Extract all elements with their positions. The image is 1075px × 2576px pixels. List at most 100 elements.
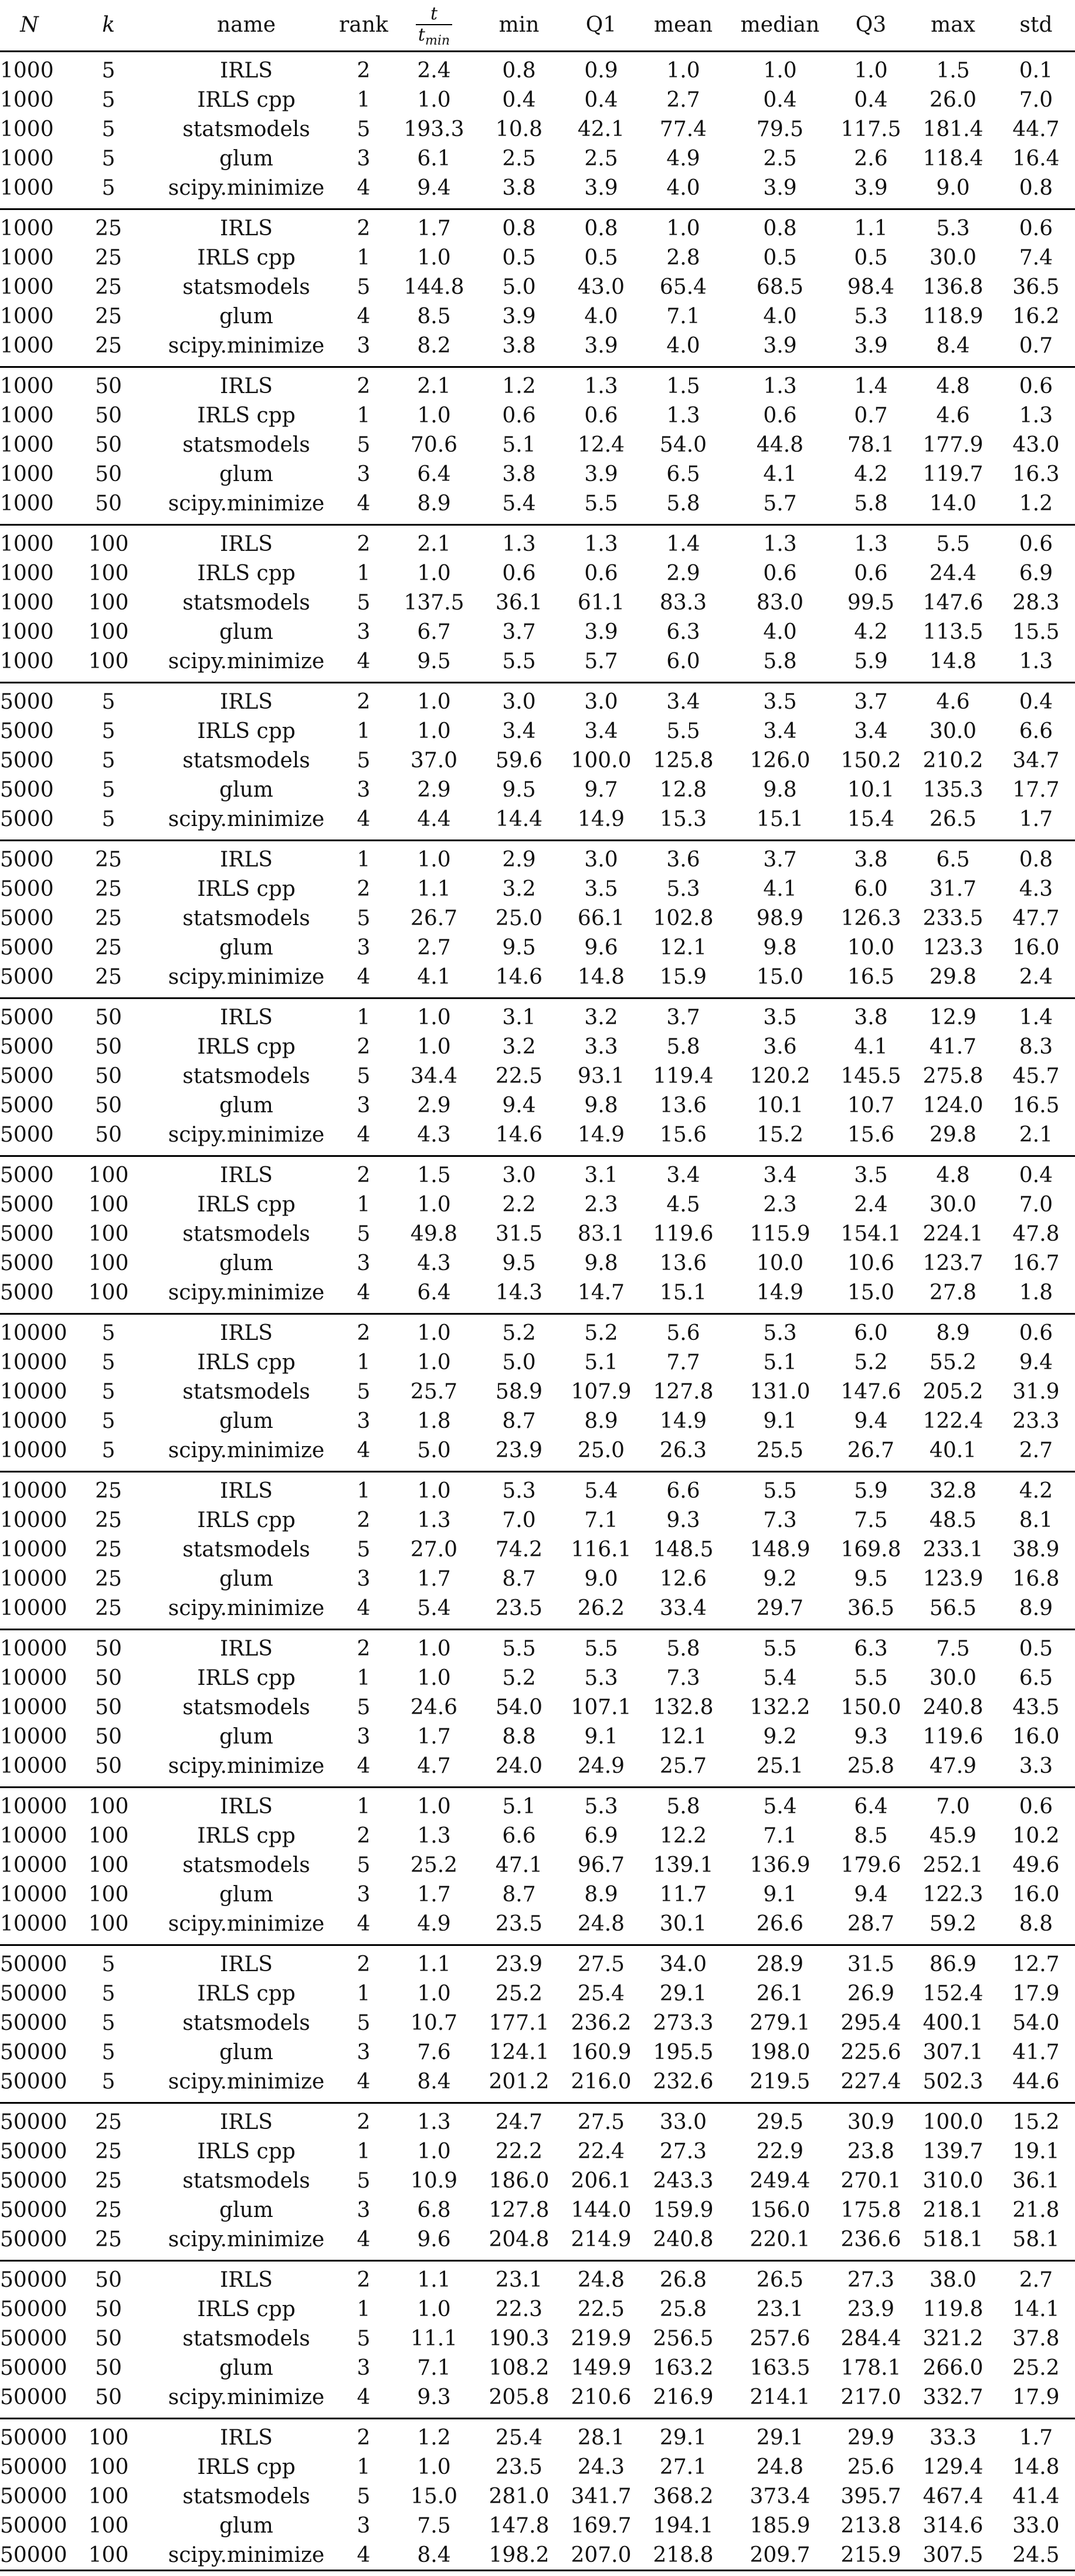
cell-min: 124.1 (489, 2040, 550, 2064)
cell-ratio: 4.9 (417, 1912, 451, 1936)
cell-median: 5.8 (763, 649, 797, 673)
ratio-fraction: t tmin (415, 5, 453, 48)
cell-std: 47.7 (1012, 906, 1060, 930)
cell-q3: 215.9 (840, 2543, 901, 2567)
cell-rank: 2 (357, 690, 371, 714)
cell-mean: 256.5 (653, 2327, 714, 2351)
cell-median: 0.8 (763, 216, 797, 241)
cell-median: 249.4 (750, 2169, 811, 2193)
cell-std: 2.7 (1019, 1438, 1053, 1463)
table-row: 1000 5 IRLS 2 2.4 0.8 0.9 1.0 1.0 1.0 1.5 0.1 (0, 56, 1075, 86)
cell-mean: 26.8 (659, 2268, 707, 2292)
cell-n: 10000 (0, 1380, 67, 1404)
cell-std: 4.3 (1019, 877, 1053, 901)
cell-rank: 4 (357, 2385, 371, 2409)
cell-mean: 127.8 (653, 1380, 714, 1404)
cell-min: 25.4 (495, 2426, 543, 2450)
cell-name: scipy.minimize (168, 1281, 325, 1305)
cell-rank: 1 (357, 1982, 371, 2006)
cell-k: 5 (101, 176, 116, 200)
cell-q1: 5.5 (584, 1637, 618, 1661)
cell-std: 37.8 (1012, 2327, 1060, 2351)
cell-q1: 96.7 (577, 1853, 625, 1877)
cell-name: glum (219, 2040, 273, 2064)
cell-name: glum (219, 1567, 273, 1591)
cell-rank: 5 (357, 1538, 371, 1562)
cell-rank: 3 (357, 2356, 371, 2380)
table-row: 5000 50 glum 3 2.9 9.4 9.8 13.6 10.1 10.7 124.0 16.… (0, 1091, 1075, 1121)
cell-median: 68.5 (756, 275, 804, 299)
cell-rank: 3 (357, 2040, 371, 2064)
cell-q3: 8.5 (854, 1824, 888, 1848)
cell-max: 467.4 (923, 2484, 984, 2509)
group-separator (0, 840, 1075, 841)
cell-rank: 1 (357, 88, 371, 112)
cell-k: 50 (95, 1123, 122, 1147)
cell-mean: 15.3 (659, 807, 707, 831)
cell-median: 44.8 (756, 433, 804, 457)
table-row: 50000 5 statsmodels 5 10.7 177.1 236.2 273.3 279… (0, 2009, 1075, 2038)
cell-max: 5.3 (936, 216, 970, 241)
cell-rank: 5 (357, 2484, 371, 2509)
cell-k: 25 (95, 2110, 122, 2134)
cell-q1: 24.8 (577, 2268, 625, 2292)
cell-n: 10000 (0, 1754, 67, 1778)
cell-max: 122.4 (923, 1409, 984, 1433)
table-row: 50000 50 IRLS 2 1.1 23.1 24.8 26.8 26.5 27.3 38.0 2… (0, 2266, 1075, 2295)
cell-name: glum (219, 1725, 273, 1749)
table-row: 5000 100 glum 3 4.3 9.5 9.8 13.6 10.0 10.6 123.7 16… (0, 1249, 1075, 1278)
cell-min: 3.9 (502, 304, 536, 329)
cell-ratio: 1.7 (417, 1883, 451, 1907)
cell-min: 14.4 (495, 807, 543, 831)
cell-max: 29.8 (929, 965, 977, 989)
cell-std: 17.9 (1012, 1982, 1060, 2006)
cell-rank: 1 (357, 404, 371, 428)
cell-k: 50 (95, 2327, 122, 2351)
cell-max: 45.9 (929, 1824, 977, 1848)
cell-q3: 270.1 (840, 2169, 901, 2193)
header-rank: rank (339, 13, 388, 37)
table-row: 5000 100 scipy.minimize 4 6.4 14.3 14.7 15.1 14.… (0, 1278, 1075, 1308)
cell-std: 0.6 (1019, 1321, 1053, 1345)
cell-min: 24.0 (495, 1754, 543, 1778)
cell-rank: 4 (357, 1123, 371, 1147)
table-row: 50000 100 scipy.minimize 4 8.4 198.2 207.0 218.… (0, 2541, 1075, 2570)
cell-mean: 27.1 (659, 2455, 707, 2479)
cell-q1: 5.3 (584, 1666, 618, 1690)
cell-mean: 7.7 (666, 1350, 700, 1375)
cell-max: 119.8 (923, 2297, 984, 2321)
cell-n: 1000 (0, 532, 54, 556)
cell-q1: 27.5 (577, 2110, 625, 2134)
cell-k: 25 (95, 1567, 122, 1591)
cell-mean: 148.5 (653, 1538, 714, 1562)
cell-std: 23.3 (1012, 1409, 1060, 1433)
cell-median: 14.9 (756, 1281, 804, 1305)
cell-q3: 5.2 (854, 1350, 888, 1375)
cell-min: 5.2 (502, 1666, 536, 1690)
cell-q1: 3.0 (584, 848, 618, 872)
cell-q3: 3.7 (854, 690, 888, 714)
cell-min: 198.2 (489, 2543, 550, 2567)
cell-n: 1000 (0, 334, 54, 358)
cell-k: 25 (95, 2140, 122, 2164)
group-separator (0, 1629, 1075, 1630)
cell-min: 9.5 (502, 778, 536, 802)
cell-rank: 2 (357, 1508, 371, 1532)
cell-rank: 2 (357, 2426, 371, 2450)
cell-n: 50000 (0, 2455, 67, 2479)
cell-max: 4.8 (936, 1163, 970, 1187)
cell-min: 5.5 (502, 1637, 536, 1661)
table-row: 5000 25 statsmodels 5 26.7 25.0 66.1 102.8 98.9 1… (0, 904, 1075, 933)
cell-q3: 3.8 (854, 1006, 888, 1030)
table-row: 5000 5 scipy.minimize 4 4.4 14.4 14.9 15.3 15.1 1… (0, 805, 1075, 834)
cell-median: 29.1 (756, 2426, 804, 2450)
cell-ratio: 7.5 (417, 2514, 451, 2538)
table-row: 5000 25 IRLS 1 1.0 2.9 3.0 3.6 3.7 3.8 6.5 0.8 (0, 845, 1075, 875)
cell-max: 9.0 (936, 176, 970, 200)
table-row: 1000 5 glum 3 6.1 2.5 2.5 4.9 2.5 2.6 118.4 16.4 (0, 144, 1075, 174)
ratio-denominator: tmin (416, 25, 452, 48)
cell-rank: 5 (357, 1695, 371, 1719)
cell-rank: 2 (357, 1952, 371, 1976)
cell-median: 24.8 (756, 2455, 804, 2479)
cell-median: 23.1 (756, 2297, 804, 2321)
